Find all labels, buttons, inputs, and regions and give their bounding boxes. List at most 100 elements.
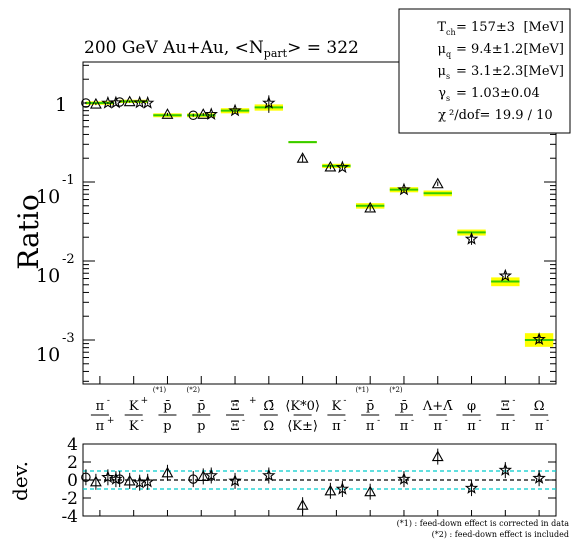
category-numerator-sup: + [249,396,257,406]
dev-tick-label: 2 [67,453,78,473]
data-point-triangle [197,108,210,119]
category-numerator: Ω [534,399,545,414]
data-point-triangle [296,152,309,163]
data-point-star [335,160,350,174]
category-denominator: Ω [263,419,274,434]
category-denominator-sup: - [546,416,549,426]
category-label: (*1) p̄ p [153,386,177,434]
legend-symbol: μ [438,64,446,79]
data-point-triangle [364,201,377,213]
data-point-triangle [431,177,444,189]
category-denominator-sup: + [107,416,115,426]
dev-point-star [228,473,242,487]
chart-texts: 200 GeV Au+Au, <Npart> = 322 Ratio dev. … [8,38,569,539]
category-numerator: Λ+Λ̄ [422,399,453,414]
category-numerator: ⟨K*0⟩ [285,399,320,414]
ratio-panel: 110-110-210-3 [36,61,557,385]
deviation-panel: 420-2-4 [61,435,557,527]
data-point-triangle [89,97,102,109]
category-label: Ωπ - [530,399,549,434]
y-tick-label: 10 [36,344,60,366]
category-numerator: Ω̄ [263,399,274,414]
y-tick-exponent: -1 [62,173,75,188]
dev-point-star [101,470,115,484]
dev-point-star [140,474,155,488]
category-denominator: K [129,419,139,434]
category-label: Ω̄ Ω [259,399,278,434]
dev-point-circle [81,472,91,483]
dev-point-star [262,468,276,482]
dev-point-star [532,471,546,484]
category-denominator: π [467,419,476,434]
dev-tick-label: -2 [61,489,78,509]
category-denominator: π [96,419,105,434]
category-denominator: π [366,419,375,434]
dev-point-triangle [89,475,102,487]
category-denominator-sup: - [377,416,380,426]
category-numerator: p̄ [366,399,374,414]
dev-point-star [498,463,513,476]
category-numerator: p̄ [400,399,408,414]
y-tick-exponent: -3 [62,331,75,346]
category-label: Λ+Λ̄ π - [422,399,453,434]
legend-value: = 157±3 [456,20,515,35]
category-numerator: φ [467,399,476,414]
legend-subscript: ch [446,28,456,37]
legend-unit: [MeV] [523,20,564,35]
data-point-star [262,95,276,109]
legend-subscript: q [446,50,451,59]
category-label: K +K - [124,396,149,434]
category-denominator: π [501,419,510,434]
x-category-labels: π -π +K +K -(*1)p̄p(*2)p̄pΞ̄ +Ξ -Ω̄Ω⟨K*0⟩⟨K±⟩K… [90,386,549,434]
category-denominator: π [535,419,544,434]
legend-symbol: χ [438,108,446,123]
category-denominator-sup: - [141,416,144,426]
category-footnote-mark: (*1) [355,386,369,394]
dev-tick-label: 0 [67,471,78,491]
category-label: Ξ -π - [496,396,515,434]
dev-point-triangle [296,499,309,510]
category-footnote-mark: (*1) [153,386,167,394]
category-denominator-sup: - [479,416,482,426]
dev-point-triangle [161,466,174,478]
category-numerator-sup: - [512,396,515,406]
category-denominator: π [332,419,341,434]
dev-point-star [464,481,479,494]
category-numerator: Ξ̄ [230,399,239,414]
footnote-2: (*2) : feed-down effect is included [432,530,569,539]
data-point-star [204,107,218,120]
category-label: Ξ̄ + Ξ - [226,396,257,434]
dev-tick-label: 4 [67,435,78,455]
legend-unit: [MeV] [523,64,564,79]
category-numerator: p̄ [163,399,171,414]
data-point-star [228,103,242,117]
category-denominator-sup: - [512,416,515,426]
dev-point-triangle [364,485,377,497]
legend-symbol: T [437,20,446,35]
dev-point-triangle [197,470,210,481]
category-numerator: Ξ [501,399,510,414]
data-point-circle [188,110,199,120]
legend-value: = 9.4±1.2 [456,42,523,57]
category-numerator-sup: - [343,396,346,406]
category-label: π -π + [90,396,115,434]
data-point-star [532,332,546,346]
y-tick-label: 10 [36,265,60,287]
dev-point-circle [188,474,199,484]
chart-title: 200 GeV Au+Au, <Npart> = 322 [84,38,359,60]
category-denominator: π [433,419,442,434]
category-footnote-mark: (*2) [187,386,201,394]
data-point-star [140,95,155,109]
legend-unit: [MeV] [523,42,564,57]
dev-axis-label: dev. [8,461,32,501]
category-label: (*1) p̄ π - [355,386,380,434]
category-denominator: p [197,419,205,434]
dev-point-star [204,468,218,482]
legend-symbol: μ [438,42,446,57]
category-denominator: ⟨K±⟩ [287,419,318,434]
category-numerator-sup: + [141,396,149,406]
category-denominator-sup: - [411,416,414,426]
category-numerator-sup: - [107,396,110,406]
legend-box [398,8,571,134]
